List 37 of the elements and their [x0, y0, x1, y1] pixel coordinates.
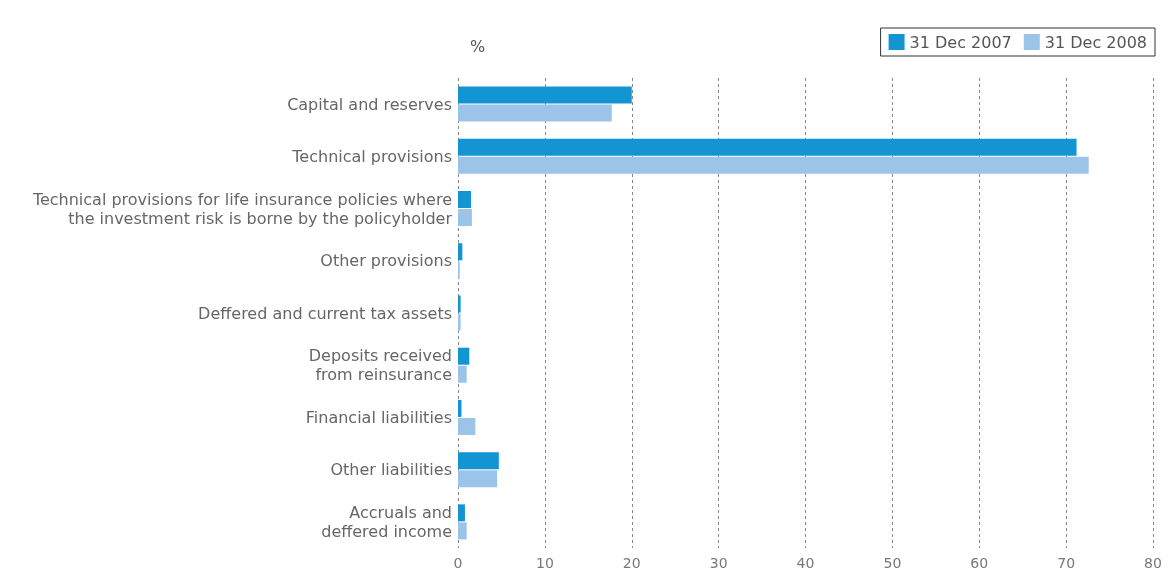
bar — [458, 522, 467, 540]
y-tick-label: Technical provisions — [291, 146, 452, 166]
bar — [458, 243, 463, 261]
x-tick-label: 0 — [453, 555, 463, 571]
bar — [458, 209, 472, 227]
bar — [458, 86, 632, 104]
bar — [458, 295, 461, 313]
x-tick-label: 70 — [1057, 555, 1076, 571]
x-tick-label: 80 — [1144, 555, 1162, 571]
y-tick-label: Deposits received from reinsurance — [308, 346, 452, 385]
bar — [458, 504, 465, 522]
y-tick-label: Other provisions — [320, 251, 452, 271]
bar — [458, 104, 612, 122]
legend-label: 31 Dec 2007 — [909, 32, 1012, 52]
bar — [458, 452, 499, 470]
x-tick-label: 60 — [970, 555, 989, 571]
y-tick-label: Financial liabilities — [305, 407, 452, 427]
legend-label: 31 Dec 2008 — [1044, 32, 1148, 52]
bar — [458, 470, 498, 488]
x-tick-label: 20 — [622, 555, 641, 571]
y-tick-label: Accruals and deffered income — [321, 502, 452, 541]
x-tick-label: 30 — [709, 555, 728, 571]
x-tick-label: 50 — [883, 555, 902, 571]
x-tick-label: 40 — [796, 555, 815, 571]
bar — [458, 347, 470, 365]
bar — [458, 365, 467, 383]
y-tick-label: Other liabilities — [330, 460, 452, 480]
y-tick-label: Deffered and current tax assets — [198, 303, 452, 323]
bar — [458, 191, 472, 209]
x-tick-label: 10 — [535, 555, 554, 571]
bar — [458, 313, 461, 331]
bar — [458, 417, 476, 435]
bar — [458, 156, 1089, 174]
x-axis-title: % — [470, 36, 486, 56]
bar — [458, 138, 1077, 156]
y-tick-label: Technical provisions for life insurance policies where the investment risk is borne by the policyholder — [31, 189, 453, 228]
y-tick-label: Capital and reserves — [287, 94, 452, 114]
